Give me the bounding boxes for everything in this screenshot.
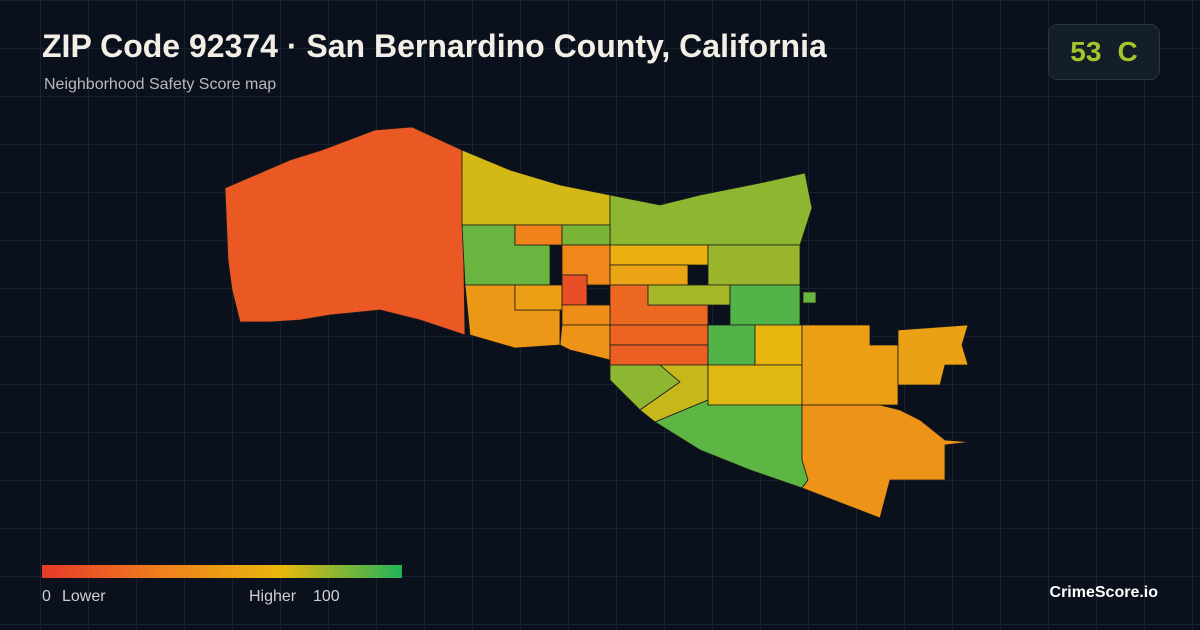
region [224, 126, 466, 336]
region [461, 149, 611, 226]
region [609, 172, 813, 246]
brand: CrimeScore.io [1049, 584, 1158, 601]
score-badge: 53 C [1048, 24, 1160, 80]
legend-max: 100 [313, 588, 340, 605]
region [561, 224, 611, 246]
score: 53 [1070, 36, 1102, 67]
legend-min: 0 [42, 588, 51, 605]
region [707, 324, 756, 366]
legend-min-label: Lower [62, 588, 106, 605]
region [729, 284, 801, 326]
region [609, 264, 689, 286]
region [609, 344, 709, 366]
grade: C [1117, 36, 1138, 67]
subtitle: Neighborhood Safety Score map [44, 76, 277, 93]
title: ZIP Code 92374 · San Bernardino County, … [42, 28, 827, 64]
region [707, 244, 801, 286]
region [609, 244, 709, 266]
region [754, 324, 803, 366]
region [647, 284, 731, 306]
region [801, 324, 899, 406]
region [609, 324, 709, 346]
region [561, 304, 611, 326]
region [707, 364, 803, 406]
region [897, 324, 969, 386]
legend-gradient [42, 565, 402, 578]
region [802, 291, 817, 304]
region [514, 224, 563, 246]
legend-max-label: Higher [249, 588, 297, 605]
region [801, 404, 971, 519]
region [654, 399, 809, 489]
region [514, 284, 563, 311]
region [559, 324, 611, 361]
region [561, 274, 588, 306]
